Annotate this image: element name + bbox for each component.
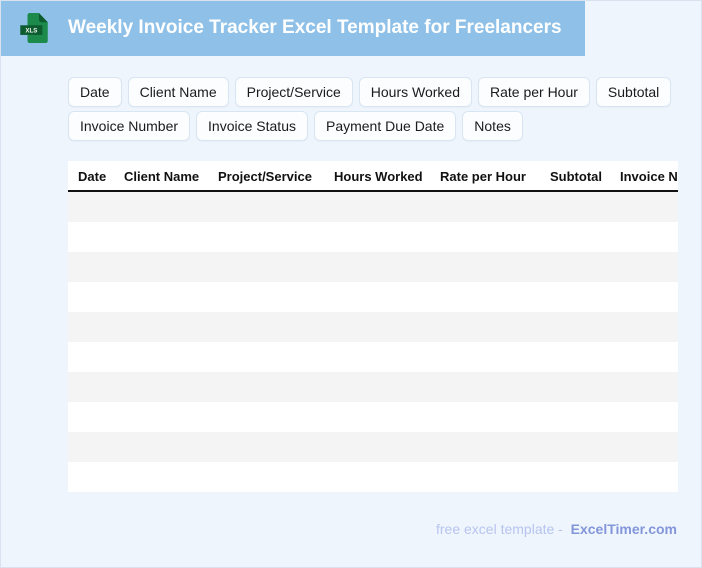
svg-text:XLS: XLS xyxy=(25,28,37,35)
